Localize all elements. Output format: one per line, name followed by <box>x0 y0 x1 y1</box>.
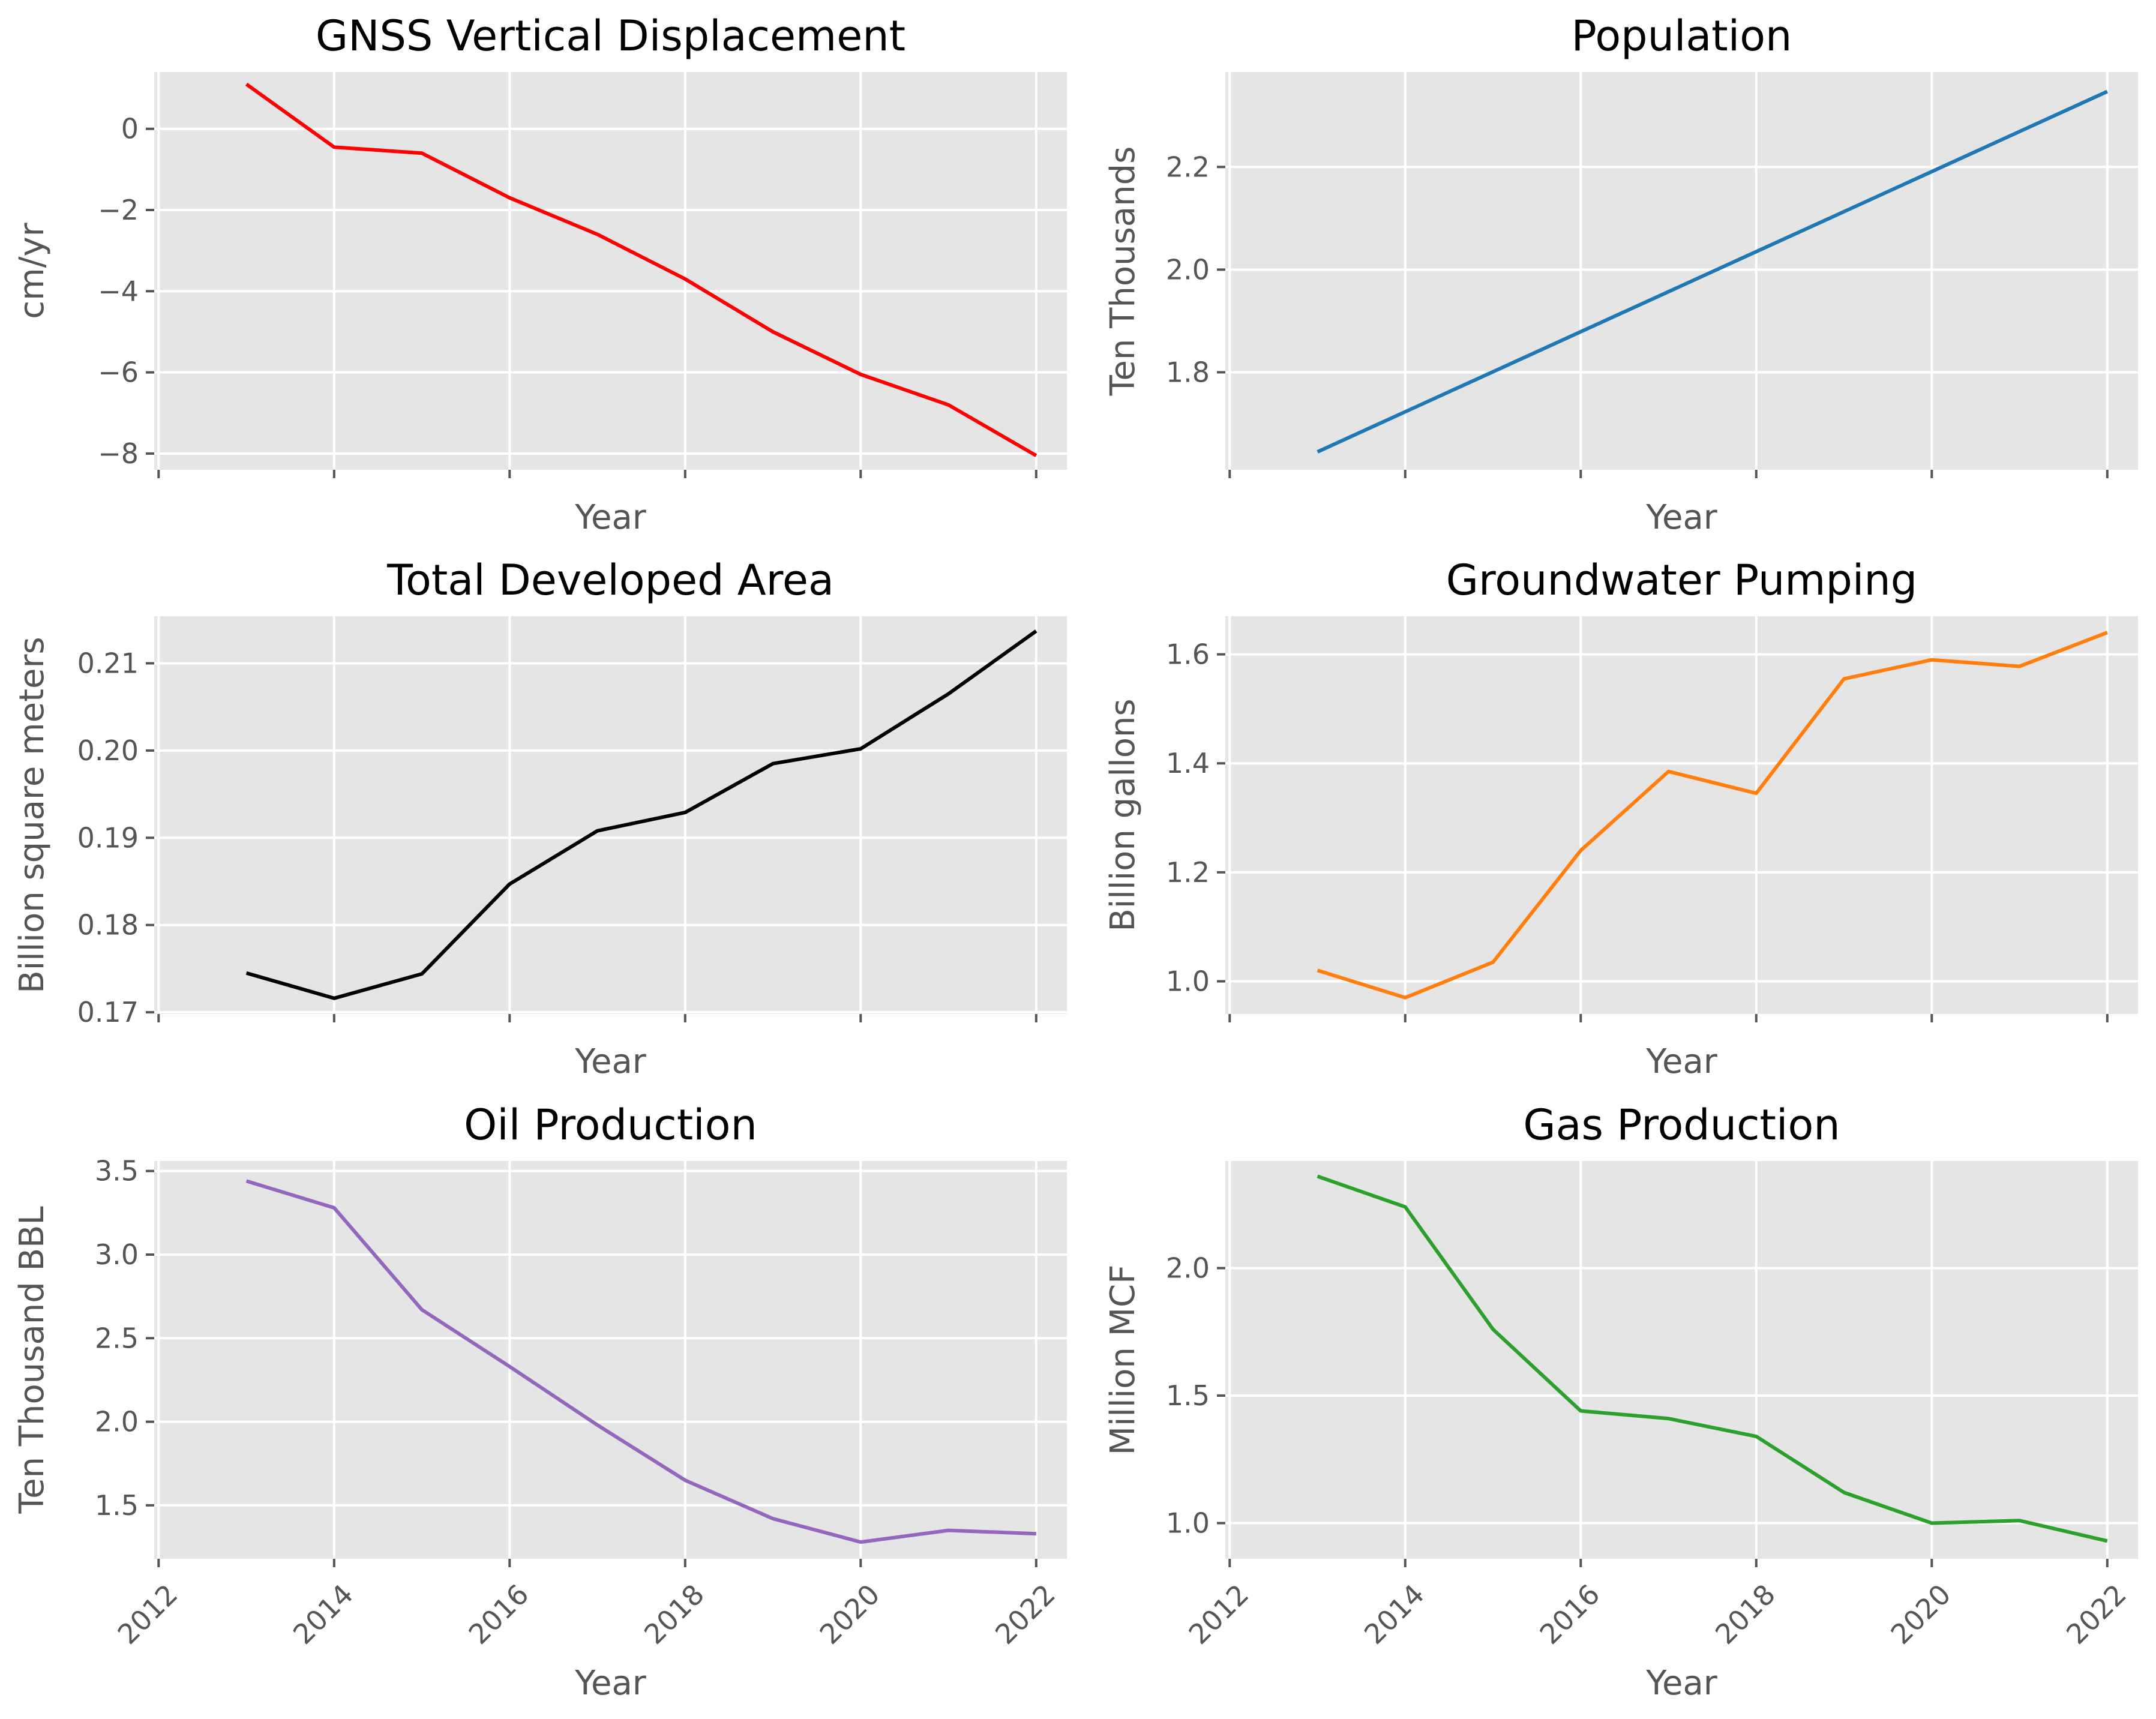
chart-2-series-line <box>1317 89 2109 454</box>
chart-5-xtick-label: 2022 <box>989 1578 1061 1651</box>
chart-3-ylabel: Billion square meters <box>13 637 52 993</box>
chart-4-plot-area <box>1225 616 2138 1014</box>
chart-2-ytick-label: 2.2 <box>1166 151 1210 183</box>
chart-1-ytick-label: 0 <box>121 113 139 145</box>
chart-5-xtick-label: 2012 <box>111 1578 184 1651</box>
chart-5-ylabel: Ten Thousand BBL <box>13 1206 52 1514</box>
chart-3-ytick-label: 0.17 <box>77 996 139 1028</box>
chart-4-ytick-label: 1.6 <box>1166 638 1210 671</box>
chart-6-xtick-label: 2012 <box>1182 1578 1255 1651</box>
chart-1-ytick-label: −2 <box>98 194 139 226</box>
chart-4-ytick-label: 1.0 <box>1166 965 1210 998</box>
chart-5-xtick-label: 2014 <box>287 1578 359 1651</box>
chart-4-series-line <box>1317 631 2108 1000</box>
chart-1-title: GNSS Vertical Displacement <box>316 11 905 61</box>
chart-4-title: Groundwater Pumping <box>1446 556 1917 605</box>
chart-4-ylabel: Billion gallons <box>1104 698 1143 931</box>
chart-5-xtick-label: 2018 <box>638 1578 710 1651</box>
chart-5-title: Oil Production <box>464 1100 757 1150</box>
chart-3-series-line <box>245 629 1037 1000</box>
chart-2-xlabel: Year <box>1645 498 1718 537</box>
chart-4: 1.0 1.2 1.4 1.6 Groundwater Pumping Year Billi… <box>1104 556 2138 1081</box>
chart-3-ytick-label: 0.20 <box>77 734 139 767</box>
chart-3: 0.17 0.18 0.19 0.20 0.21 Total Developed Area… <box>13 556 1067 1081</box>
chart-2-ytick-label: 1.8 <box>1166 356 1210 388</box>
chart-6-xtick-label: 2018 <box>1709 1578 1782 1651</box>
chart-6-series-line <box>1317 1174 2108 1543</box>
chart-3-ytick-label: 0.21 <box>77 647 139 680</box>
chart-2: 1.8 2.0 2.2 Population Year Ten Thousands <box>1104 11 2138 537</box>
chart-2-ytick-label: 2.0 <box>1166 253 1210 286</box>
chart-4-ytick-label: 1.2 <box>1166 856 1210 889</box>
chart-6-plot-area <box>1225 1161 2138 1559</box>
chart-5-ytick-label: 3.5 <box>95 1155 139 1187</box>
chart-5-xtick-label: 2016 <box>462 1578 535 1651</box>
chart-6-ytick-label: 1.0 <box>1166 1507 1210 1540</box>
chart-6: 2012 2014 2016 2018 2020 2022 1.0 1.5 2.0 Gas Pro… <box>1104 1100 2138 1703</box>
chart-3-title: Total Developed Area <box>386 556 834 605</box>
chart-2-ylabel: Ten Thousands <box>1104 146 1143 397</box>
chart-1-ytick-label: −4 <box>98 275 139 307</box>
chart-5-xtick-label: 2020 <box>813 1578 886 1651</box>
chart-3-xlabel: Year <box>574 1042 647 1081</box>
chart-1: 0 −2 −4 −6 −8 GNSS Vertical Displacement Year c… <box>13 11 1067 537</box>
chart-6-ytick-label: 2.0 <box>1166 1252 1210 1285</box>
chart-5-plot-area <box>154 1161 1067 1559</box>
chart-4-xlabel: Year <box>1645 1042 1718 1081</box>
chart-3-ytick-label: 0.18 <box>77 909 139 941</box>
chart-1-ylabel: cm/yr <box>13 222 52 319</box>
chart-5: 2012 2014 2016 2018 2020 2022 1.5 2.0 2.5 3.0 3.5 O… <box>13 1100 1067 1703</box>
chart-1-ytick-label: −6 <box>98 356 139 389</box>
chart-2-plot-area <box>1225 72 2138 470</box>
chart-1-ytick-label: −8 <box>98 437 139 470</box>
chart-2-title: Population <box>1572 11 1792 61</box>
chart-6-ylabel: Million MCF <box>1104 1265 1143 1456</box>
chart-3-ytick-label: 0.19 <box>77 821 139 854</box>
chart-5-series-line <box>245 1179 1036 1544</box>
chart-6-xtick-label: 2016 <box>1533 1578 1606 1651</box>
chart-5-ytick-label: 3.0 <box>95 1238 139 1271</box>
chart-5-ytick-label: 2.5 <box>95 1322 139 1354</box>
chart-6-xlabel: Year <box>1645 1664 1718 1703</box>
chart-6-xtick-label: 2022 <box>2060 1578 2133 1651</box>
chart-6-xtick-label: 2014 <box>1358 1578 1431 1651</box>
chart-6-title: Gas Production <box>1523 1100 1840 1150</box>
chart-5-xlabel: Year <box>574 1664 647 1703</box>
chart-6-ytick-label: 1.5 <box>1166 1379 1210 1412</box>
chart-4-ytick-label: 1.4 <box>1166 747 1210 779</box>
chart-5-ytick-label: 1.5 <box>95 1489 139 1522</box>
chart-6-xtick-label: 2020 <box>1884 1578 1957 1651</box>
chart-5-ytick-label: 2.0 <box>95 1406 139 1438</box>
chart-3-plot-area <box>154 616 1067 1014</box>
chart-1-plot-area <box>154 72 1067 470</box>
chart-1-series-line <box>245 82 1037 457</box>
chart-1-xlabel: Year <box>574 498 647 537</box>
